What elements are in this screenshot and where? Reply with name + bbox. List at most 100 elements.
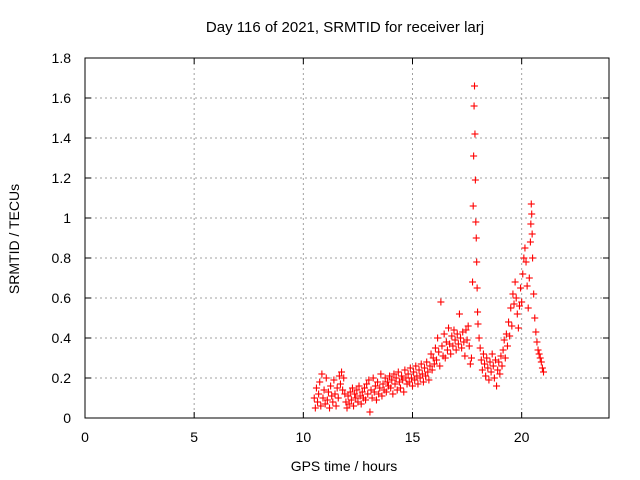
data-point-marker <box>428 366 436 374</box>
data-point-marker <box>330 376 338 384</box>
data-point-marker <box>320 386 328 394</box>
data-point-marker <box>336 380 344 388</box>
data-point-marker <box>310 394 318 402</box>
data-point-marker <box>469 278 477 286</box>
data-point-marker <box>508 322 516 330</box>
data-point-marker <box>338 368 346 376</box>
data-point-marker <box>540 368 547 376</box>
y-tick-label: 0.8 <box>52 250 72 266</box>
data-point-marker <box>463 336 471 344</box>
y-tick-label: 0.2 <box>52 370 72 386</box>
data-point-marker <box>389 390 397 398</box>
data-point-marker <box>326 404 334 412</box>
data-point-marker <box>371 382 379 390</box>
x-tick-label: 5 <box>190 429 198 445</box>
data-point-marker <box>430 360 438 368</box>
data-point-marker <box>474 320 482 328</box>
data-point-marker <box>346 388 354 396</box>
data-point-marker <box>445 324 453 332</box>
data-point-marker <box>526 238 534 246</box>
data-point-marker <box>352 394 360 402</box>
data-point-marker <box>376 384 384 392</box>
data-point-marker <box>353 386 361 394</box>
x-tick-label: 20 <box>514 429 530 445</box>
data-point-marker <box>534 346 542 354</box>
data-point-marker <box>469 202 477 210</box>
data-point-marker <box>424 368 432 376</box>
data-point-marker <box>451 336 459 344</box>
data-point-marker <box>471 82 479 90</box>
data-point-marker <box>472 218 480 226</box>
data-point-marker <box>535 350 543 358</box>
data-point-marker <box>390 370 398 378</box>
data-point-marker <box>363 380 371 388</box>
data-point-marker <box>531 314 539 322</box>
data-point-marker <box>479 350 487 358</box>
data-point-marker <box>529 254 537 262</box>
data-point-marker <box>423 358 431 366</box>
data-point-marker <box>318 370 326 378</box>
data-point-marker <box>327 382 335 390</box>
data-point-marker <box>347 396 355 404</box>
y-tick-label: 1.6 <box>52 90 72 106</box>
data-point-marker <box>364 390 372 398</box>
data-point-marker <box>466 360 474 368</box>
data-point-marker <box>351 390 359 398</box>
y-tick-label: 0.6 <box>52 290 72 306</box>
data-point-marker <box>391 380 399 388</box>
data-point-marker <box>474 308 482 316</box>
data-point-marker <box>415 366 423 374</box>
data-point-marker <box>521 244 529 252</box>
data-point-marker <box>510 300 518 308</box>
data-point-marker <box>321 400 329 408</box>
data-point-marker <box>481 360 489 368</box>
data-point-marker <box>343 404 351 412</box>
data-point-marker <box>494 366 502 374</box>
x-tick-label: 10 <box>296 429 312 445</box>
data-point-marker <box>443 346 451 354</box>
data-points <box>310 82 547 416</box>
data-point-marker <box>487 368 495 376</box>
x-axis-label: GPS time / hours <box>291 458 398 474</box>
data-point-marker <box>515 302 523 310</box>
data-point-marker <box>414 380 422 388</box>
data-point-marker <box>315 390 323 398</box>
data-point-marker <box>387 384 395 392</box>
y-tick-label: 0 <box>63 410 71 426</box>
data-point-marker <box>419 378 427 386</box>
data-point-marker <box>370 388 378 396</box>
data-point-marker <box>538 364 546 372</box>
data-point-marker <box>317 402 325 410</box>
data-point-marker <box>506 332 514 340</box>
data-point-marker <box>324 388 332 396</box>
data-point-marker <box>500 336 508 344</box>
data-point-marker <box>357 400 365 408</box>
data-point-marker <box>467 354 475 362</box>
data-point-marker <box>358 388 366 396</box>
data-point-marker <box>497 352 505 360</box>
data-point-marker <box>372 396 380 404</box>
data-point-marker <box>405 378 413 386</box>
data-point-marker <box>482 372 490 380</box>
data-point-marker <box>345 400 353 408</box>
data-point-marker <box>455 310 463 318</box>
data-point-marker <box>520 254 528 262</box>
data-point-marker <box>398 372 406 380</box>
x-tick-label: 15 <box>405 429 421 445</box>
data-point-marker <box>512 294 520 302</box>
data-point-marker <box>323 396 331 404</box>
data-point-marker <box>365 376 373 384</box>
data-point-marker <box>493 382 501 390</box>
y-axis-label: SRMTID / TECUs <box>6 184 22 294</box>
data-point-marker <box>312 384 320 392</box>
y-tick-label: 1.8 <box>52 50 72 66</box>
data-point-marker <box>438 342 446 350</box>
data-point-marker <box>536 354 544 362</box>
data-point-marker <box>411 376 419 384</box>
data-point-marker <box>532 328 540 336</box>
data-point-marker <box>388 376 396 384</box>
data-point-marker <box>513 310 521 318</box>
data-point-marker <box>509 290 517 298</box>
data-point-marker <box>417 360 425 368</box>
data-point-marker <box>416 374 424 382</box>
